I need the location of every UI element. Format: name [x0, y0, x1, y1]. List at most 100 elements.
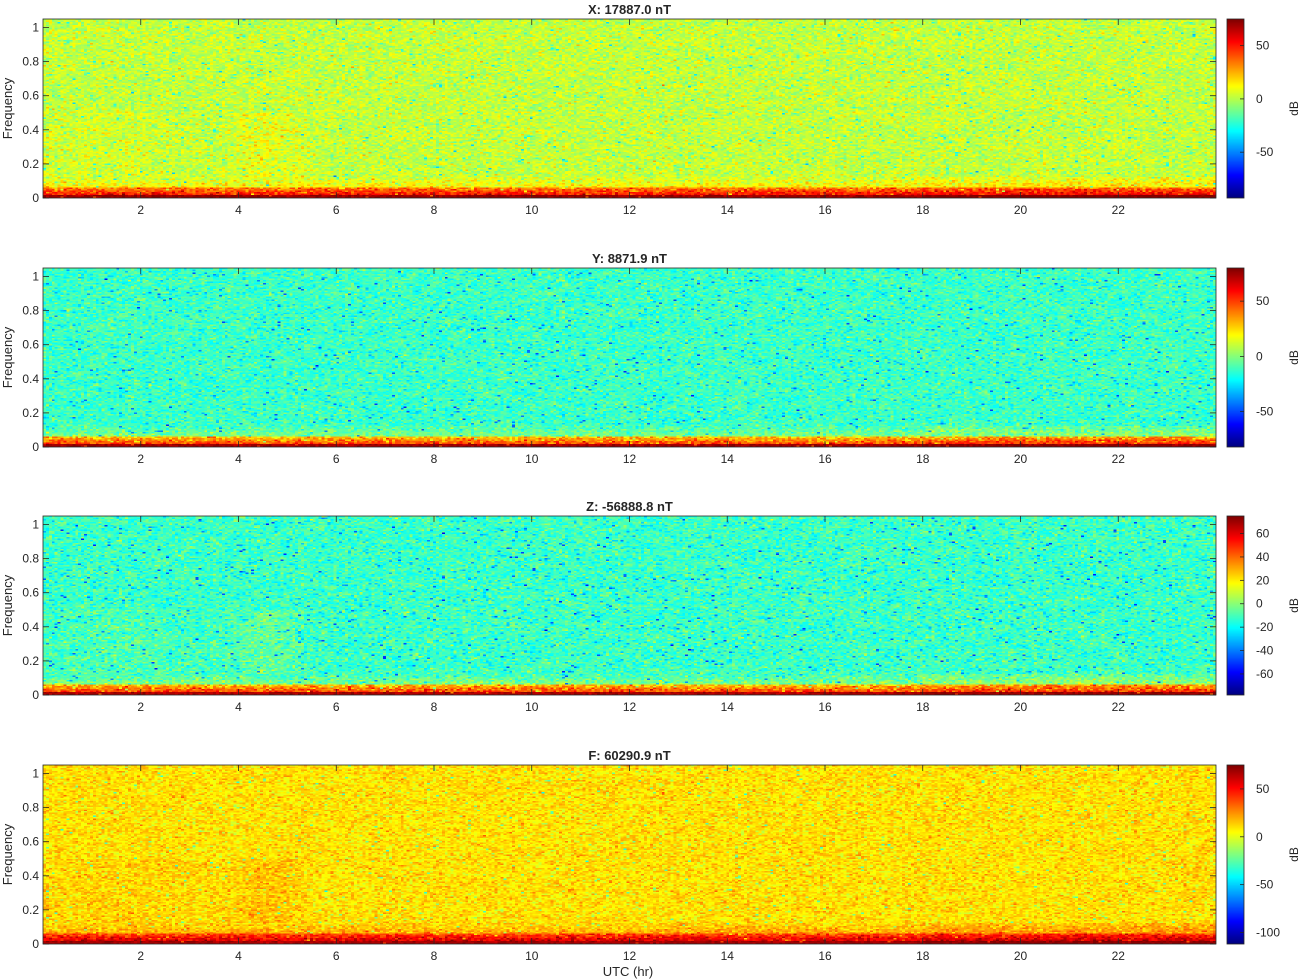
colorbar-tick-label: 60 [1256, 527, 1270, 541]
colorbar-label: dB [1287, 847, 1301, 862]
panel-title: F: 60290.9 nT [588, 748, 670, 763]
y-axis-label: Frequency [0, 77, 15, 139]
colorbar [1227, 268, 1244, 447]
x-tick-label: 12 [623, 949, 637, 963]
x-tick-label: 16 [818, 700, 832, 714]
colorbar-box [1226, 18, 1245, 199]
colorbar-tick-label: 40 [1256, 550, 1270, 564]
y-axis-label: Frequency [0, 326, 15, 388]
x-tick-label: 10 [525, 452, 539, 466]
colorbar-tick-label: -40 [1256, 644, 1274, 658]
x-tick-label: 20 [1014, 949, 1028, 963]
y-tick-label: 0 [32, 191, 39, 205]
x-tick-label: 8 [431, 949, 438, 963]
y-tick-label: 1 [32, 767, 39, 781]
colorbar-tick-label: 0 [1256, 92, 1263, 106]
panel-title: Y: 8871.9 nT [592, 251, 667, 266]
y-tick-label: 1 [32, 270, 39, 284]
y-tick-label: 0.6 [22, 835, 39, 849]
colorbar-box [1226, 764, 1245, 945]
spectrogram-image [43, 268, 1216, 447]
x-tick-label: 20 [1014, 700, 1028, 714]
x-tick-label: 18 [916, 452, 930, 466]
x-tick-label: 6 [333, 452, 340, 466]
y-tick-label: 0 [32, 688, 39, 702]
colorbar-label: dB [1287, 350, 1301, 365]
x-tick-label: 8 [431, 700, 438, 714]
colorbar [1227, 19, 1244, 198]
colorbar-tick-label: -20 [1256, 620, 1274, 634]
y-tick-label: 0.8 [22, 55, 39, 69]
x-tick-label: 16 [818, 949, 832, 963]
colorbar-tick-label: -50 [1256, 145, 1274, 159]
x-tick-label: 22 [1112, 203, 1126, 217]
x-tick-label: 12 [623, 203, 637, 217]
y-tick-label: 0.2 [22, 406, 39, 420]
x-tick-label: 22 [1112, 949, 1126, 963]
x-tick-label: 20 [1014, 452, 1028, 466]
x-tick-label: 2 [137, 203, 144, 217]
x-tick-label: 12 [623, 700, 637, 714]
spectrogram-image [43, 19, 1216, 198]
x-tick-label: 14 [721, 452, 735, 466]
x-tick-label: 20 [1014, 203, 1028, 217]
y-tick-label: 0.8 [22, 801, 39, 815]
x-tick-label: 18 [916, 203, 930, 217]
colorbar-tick-label: 0 [1256, 349, 1263, 363]
x-tick-label: 6 [333, 949, 340, 963]
x-tick-label: 8 [431, 452, 438, 466]
x-tick-label: 6 [333, 700, 340, 714]
x-tick-label: 4 [235, 949, 242, 963]
x-tick-label: 10 [525, 700, 539, 714]
y-tick-label: 0.2 [22, 903, 39, 917]
colorbar-tick-label: 0 [1256, 830, 1263, 844]
x-tick-label: 16 [818, 203, 832, 217]
colorbar-tick-label: 50 [1256, 294, 1270, 308]
spectrogram-image [43, 516, 1216, 695]
y-tick-label: 0.8 [22, 304, 39, 318]
panel-title: Z: -56888.8 nT [586, 499, 673, 514]
x-tick-label: 14 [721, 700, 735, 714]
x-tick-label: 2 [137, 452, 144, 466]
x-tick-label: 12 [623, 452, 637, 466]
colorbar-label: dB [1287, 598, 1301, 613]
colorbar-tick-label: 0 [1256, 597, 1263, 611]
colorbar-box [1226, 267, 1245, 448]
colorbar-tick-label: -60 [1256, 667, 1274, 681]
panel-2: Z: -56888.8 nT2 4 6 8 10 12 14 16 18 20 2200.20.40… [0, 499, 1301, 714]
x-axis-label: UTC (hr) [603, 964, 654, 979]
y-tick-label: 0.4 [22, 372, 39, 386]
colorbar-tick-label: 50 [1256, 782, 1270, 796]
x-tick-label: 4 [235, 452, 242, 466]
y-tick-label: 1 [32, 518, 39, 532]
colorbar-tick-label: -50 [1256, 878, 1274, 892]
x-tick-label: 18 [916, 949, 930, 963]
panel-1: Y: 8871.9 nT2 4 6 8 10 12 14 16 18 20 2200.20.40.6… [0, 251, 1301, 466]
colorbar-tick-label: -100 [1256, 926, 1280, 940]
y-tick-label: 0.6 [22, 586, 39, 600]
colorbar-tick-label: 50 [1256, 39, 1270, 53]
y-tick-label: 0.6 [22, 338, 39, 352]
x-tick-label: 10 [525, 949, 539, 963]
y-tick-label: 0.2 [22, 157, 39, 171]
spectrogram-image [43, 765, 1216, 944]
colorbar-label: dB [1287, 101, 1301, 116]
colorbar-tick-label: 20 [1256, 573, 1270, 587]
x-tick-label: 4 [235, 700, 242, 714]
y-tick-label: 0.4 [22, 620, 39, 634]
y-tick-label: 0.6 [22, 89, 39, 103]
panel-0: X: 17887.0 nT2 4 6 8 10 12 14 16 18 20 2200.20.40.… [0, 2, 1301, 217]
x-tick-label: 2 [137, 700, 144, 714]
x-tick-label: 8 [431, 203, 438, 217]
panel-title: X: 17887.0 nT [588, 2, 671, 17]
y-tick-label: 0.2 [22, 654, 39, 668]
x-tick-label: 6 [333, 203, 340, 217]
x-tick-label: 22 [1112, 700, 1126, 714]
y-tick-label: 0.4 [22, 869, 39, 883]
colorbar [1227, 765, 1244, 944]
y-tick-label: 1 [32, 21, 39, 35]
colorbar-tick-label: -50 [1256, 405, 1274, 419]
x-tick-label: 14 [721, 203, 735, 217]
colorbar [1227, 516, 1244, 695]
